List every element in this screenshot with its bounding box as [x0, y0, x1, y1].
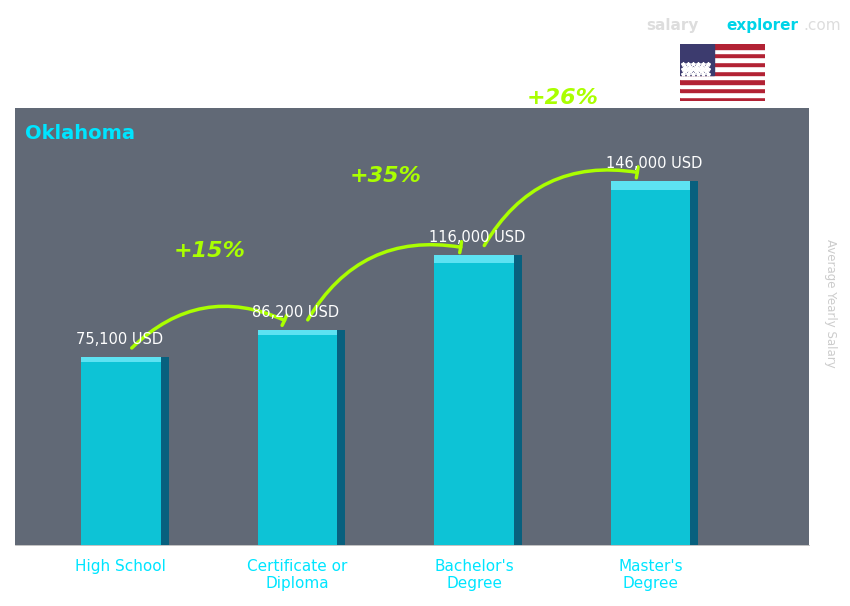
Bar: [680, 58, 765, 62]
Bar: [611, 181, 690, 545]
Bar: [680, 84, 765, 88]
Text: Oklahoma: Oklahoma: [26, 124, 135, 143]
Bar: [680, 66, 765, 70]
Bar: [513, 255, 522, 545]
Bar: [680, 88, 765, 92]
Bar: [680, 92, 765, 97]
Text: 75,100 USD: 75,100 USD: [76, 333, 163, 347]
Text: Average Yearly Salary: Average Yearly Salary: [824, 239, 837, 367]
Bar: [258, 330, 337, 335]
Bar: [680, 79, 765, 84]
Bar: [680, 44, 714, 75]
Bar: [434, 255, 513, 545]
Bar: [611, 181, 690, 190]
Bar: [161, 358, 168, 545]
Text: 146,000 USD: 146,000 USD: [605, 156, 702, 171]
Bar: [690, 181, 698, 545]
Text: +15%: +15%: [173, 241, 245, 261]
Text: Salary Comparison By Education: Salary Comparison By Education: [26, 24, 582, 53]
Text: .com: .com: [803, 18, 841, 33]
Bar: [680, 75, 765, 79]
Bar: [680, 48, 765, 53]
Bar: [337, 330, 345, 545]
Text: +26%: +26%: [526, 88, 598, 108]
Text: explorer: explorer: [727, 18, 799, 33]
Bar: [82, 358, 161, 362]
Bar: [258, 330, 337, 545]
Bar: [680, 62, 765, 66]
Bar: [434, 255, 513, 262]
Bar: [680, 44, 765, 48]
Bar: [680, 70, 765, 75]
Text: +35%: +35%: [350, 166, 422, 186]
Bar: [82, 358, 161, 545]
Text: salary: salary: [646, 18, 699, 33]
Text: Advertising Data Analyst: Advertising Data Analyst: [26, 82, 284, 102]
Bar: [680, 53, 765, 58]
Text: 116,000 USD: 116,000 USD: [429, 230, 525, 245]
Bar: [680, 97, 765, 101]
Text: 86,200 USD: 86,200 USD: [252, 305, 340, 320]
